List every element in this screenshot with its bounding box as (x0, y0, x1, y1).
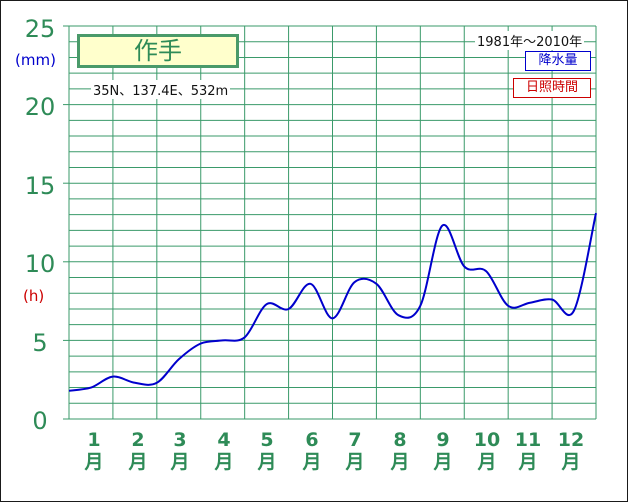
series-line-precipitation (68, 212, 597, 392)
month-label-11: 11 月 (514, 429, 542, 473)
precip-unit-label: (mm) (15, 51, 56, 69)
legend-sunshine: 日照時間 (513, 78, 591, 98)
legend-precipitation: 降水量 (525, 51, 591, 71)
y-tick-label-20: 20 (24, 93, 56, 121)
y-tick-label-10: 10 (24, 250, 56, 278)
month-label-10: 10 月 (473, 429, 501, 473)
sunshine-unit-label: (h) (23, 287, 45, 305)
y-tick-label-15: 15 (24, 172, 56, 200)
y-tick-label-0: 0 (32, 407, 48, 435)
month-label-12: 12 月 (557, 429, 585, 473)
station-name-box: 作手 (77, 34, 239, 68)
y-tick-label-5: 5 (32, 329, 48, 357)
y-tick-label-25: 25 (24, 15, 56, 43)
period-label: 1981年～2010年 (475, 31, 585, 50)
station-coordinates: 35N、137.4E、532m (91, 80, 231, 99)
